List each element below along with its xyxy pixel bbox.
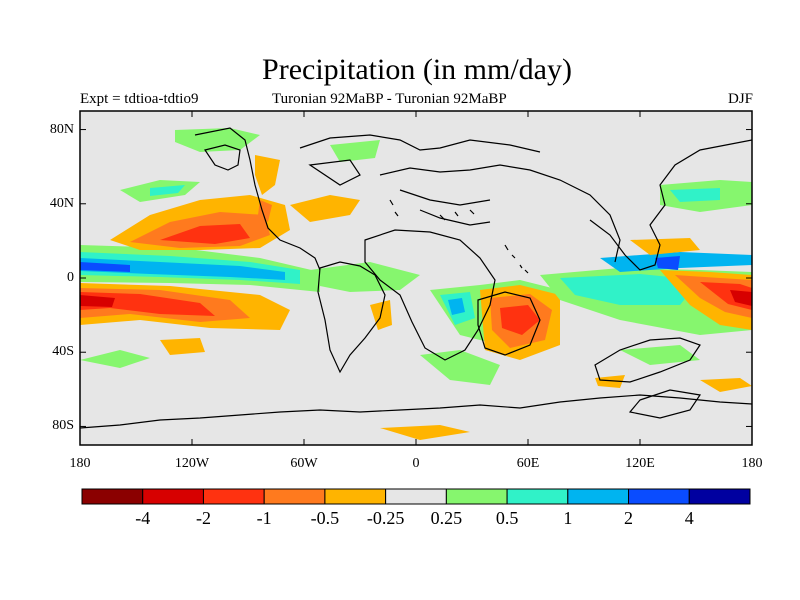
coastline-north-america <box>194 127 321 271</box>
anomaly-dry-spcz-core <box>700 282 752 310</box>
colorbar-label: -0.25 <box>366 508 405 528</box>
anomaly-wet-southern-1 <box>80 350 150 368</box>
anomaly-wet-south-atlantic <box>420 350 500 385</box>
x-tick-label: 0 <box>412 456 420 471</box>
colorbar-swatch <box>263 488 326 505</box>
anomaly-wet-indian-core <box>448 298 465 315</box>
anomaly-dry-madagascar-core <box>500 305 540 335</box>
coastline-asia-east <box>589 139 752 271</box>
colorbar-swatch <box>628 488 690 505</box>
colorbar-label: -4 <box>135 508 151 528</box>
anomaly-wet-pacific-max <box>80 262 130 272</box>
colorbar-label: -1 <box>256 508 272 528</box>
y-tick-label: 80N <box>49 121 74 137</box>
colorbar-swatch <box>385 488 447 505</box>
anomaly-dry-npacific-core <box>160 224 250 244</box>
x-tick-label: 120W <box>174 456 210 471</box>
colorbar-swatch <box>688 488 751 505</box>
x-tick-label: 180 <box>69 456 91 471</box>
y-tick-label: 80S <box>52 418 74 434</box>
anomaly-dry-wpacific-north <box>630 238 700 255</box>
coastline-arctic <box>299 134 541 186</box>
y-tick-label: 0 <box>67 270 74 285</box>
experiment-label: Expt = tdtioa-tdtio9 <box>80 91 199 107</box>
colorbar-label: -0.5 <box>310 508 340 528</box>
anomaly-wet-arctic-2 <box>330 140 380 162</box>
x-tick-label: 120E <box>625 456 655 471</box>
anomaly-dry-southern-3 <box>595 375 625 388</box>
coastline-india-madagascar <box>477 291 541 356</box>
x-tick-label: 180 <box>741 456 763 471</box>
anomaly-wet-southern-2 <box>620 345 700 365</box>
plot-title: Precipitation (in mm/day) <box>262 53 572 86</box>
anomaly-wet-atlantic-eq <box>310 262 420 292</box>
x-tick-label: 60E <box>516 456 540 471</box>
y-tick-label: 40S <box>52 344 74 360</box>
anomaly-field <box>80 128 752 440</box>
axis-ticks <box>79 111 753 445</box>
anomaly-wet-wpacific-mid <box>560 274 700 305</box>
x-tick-label: 60W <box>290 456 318 471</box>
colorbar-swatch <box>81 488 144 505</box>
coastline-africa <box>364 229 496 361</box>
colorbar-label: 0.25 <box>430 508 463 528</box>
colorbar-swatch <box>324 488 387 505</box>
anomaly-dry-southern-4 <box>700 378 752 392</box>
colorbar-swatch <box>142 488 204 505</box>
coastline-antarctica <box>80 389 752 429</box>
colorbar-swatch <box>506 488 569 505</box>
colorbar-label: -2 <box>195 508 211 528</box>
anomaly-wet-arctic-1 <box>175 128 260 152</box>
anomaly-wet-npacific-east-core <box>670 188 720 202</box>
anomaly-wet-namerica-west <box>150 185 185 196</box>
colorbar-label: 1 <box>563 508 573 528</box>
anomaly-wet-pacific-strong <box>80 258 285 280</box>
anomaly-wet-wpacific-max <box>655 256 680 270</box>
colorbar-label: 4 <box>684 508 694 528</box>
period-label: Turonian 92MaBP - Turonian 92MaBP <box>272 91 507 107</box>
colorbar-swatch <box>445 488 508 505</box>
coastlines <box>80 127 752 429</box>
coastline-south-america <box>317 261 386 374</box>
coastline-islands <box>389 199 529 274</box>
colorbar-swatch <box>567 488 630 505</box>
coastline-australia <box>594 337 701 383</box>
anomaly-dry-atlantic-north <box>290 195 360 222</box>
anomaly-dry-north-namerica <box>255 155 280 195</box>
y-tick-label: 40N <box>49 195 74 211</box>
coastline-europe-asia <box>379 164 621 263</box>
anomaly-dry-spcz-max <box>730 290 752 306</box>
colorbar-swatch <box>202 488 265 505</box>
anomaly-dry-pacific-max <box>80 295 115 307</box>
season-label: DJF <box>727 91 753 107</box>
colorbar-label: 2 <box>624 508 634 528</box>
colorbar-label: 0.5 <box>495 508 519 528</box>
anomaly-dry-southern-2 <box>380 425 470 440</box>
anomaly-dry-southern-1 <box>160 338 205 355</box>
anomaly-dry-namerica-core <box>258 200 272 222</box>
